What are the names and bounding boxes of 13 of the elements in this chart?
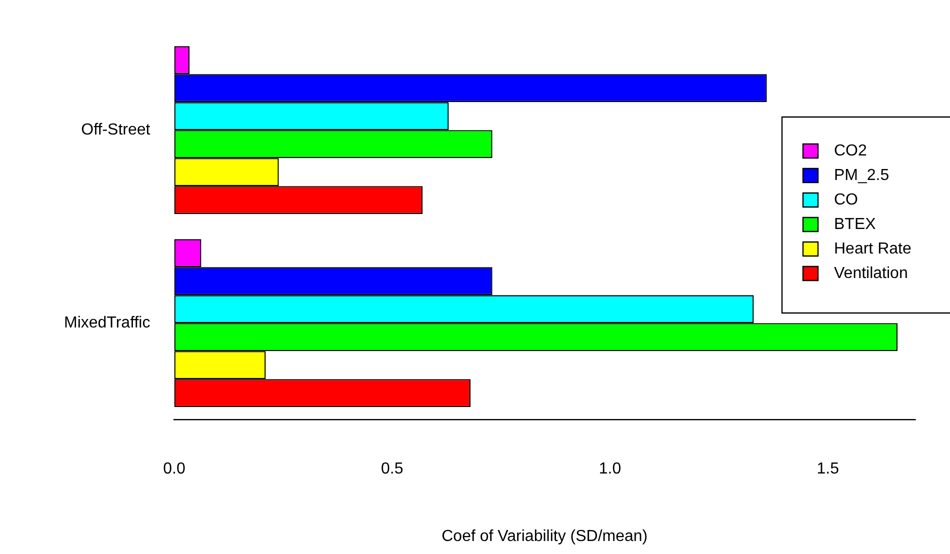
x-tick-label: 1.5 [816,460,840,478]
legend-label: PM_2.5 [834,166,890,184]
x-tick-label: 1.0 [598,460,622,478]
x-tick-label: 0.0 [163,460,186,478]
x-tick-label: 0.5 [380,460,404,478]
legend-label: BTEX [834,216,876,233]
legend-label: CO2 [834,142,867,160]
legend-label: CO [834,191,858,208]
x-axis-title: Coef of Variability (SD/mean) [442,528,648,545]
y-tick-label: Off-Street [81,122,151,139]
legend-label: Heart Rate [834,240,912,258]
y-tick-label: MixedTraffic [64,314,150,332]
legend-label: Ventilation [834,264,908,282]
